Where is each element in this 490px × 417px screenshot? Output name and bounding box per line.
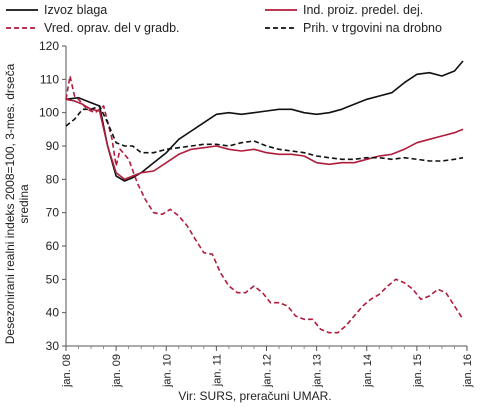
- y-axis-title-line-1: sredina: [17, 184, 31, 224]
- legend: Izvoz blaga Ind. proiz. predel. dej. Vred.…: [6, 3, 442, 35]
- legend-label-0: Izvoz blaga: [44, 3, 107, 17]
- y-tick-label: 40: [46, 306, 60, 320]
- y-tick-label: 60: [46, 239, 60, 253]
- y-tick-label: 100: [39, 106, 59, 120]
- x-tick-label: jan. 13: [312, 354, 324, 388]
- y-tick-label: 90: [46, 139, 60, 153]
- y-tick-label: 110: [40, 72, 59, 86]
- y-tick-label: 80: [46, 172, 60, 186]
- y-tick-label: 70: [46, 206, 60, 220]
- series-line-3: [65, 105, 464, 162]
- series-lines: [65, 60, 464, 334]
- y-tick-label: 30: [46, 339, 60, 353]
- legend-label-1: Ind. proiz. predel. dej.: [303, 3, 423, 17]
- series-line-2: [65, 75, 464, 334]
- x-tick-label: jan. 08: [61, 354, 73, 388]
- x-tick-label: jan. 14: [362, 354, 374, 388]
- series-line-1: [65, 98, 464, 181]
- x-tick-label: jan. 15: [412, 354, 424, 388]
- y-tick-label: 120: [39, 39, 59, 53]
- y-axis-title: Desezonirani realni indeks 2008=100, 3-m…: [3, 63, 31, 344]
- x-tick-label: jan. 16: [462, 354, 474, 388]
- y-tick-label: 50: [46, 272, 60, 286]
- series-line-0: [65, 60, 464, 182]
- axes: 30 40 50 60 70 80 90 100 110 120 jan. 08 jan. 09 jan…: [39, 39, 474, 388]
- legend-label-3: Prih. v trgovini na drobno: [303, 21, 442, 35]
- source-note: Vir: SURS, preračuni UMAR.: [178, 389, 331, 403]
- y-axis-title-line-0: Desezonirani realni indeks 2008=100, 3-m…: [3, 63, 17, 344]
- x-tick-label: jan. 10: [161, 354, 173, 388]
- legend-label-2: Vred. oprav. del v gradb.: [44, 21, 180, 35]
- x-tick-label: jan. 11: [211, 354, 223, 387]
- x-tick-label: jan. 12: [262, 354, 274, 388]
- x-tick-label: jan. 09: [111, 354, 123, 388]
